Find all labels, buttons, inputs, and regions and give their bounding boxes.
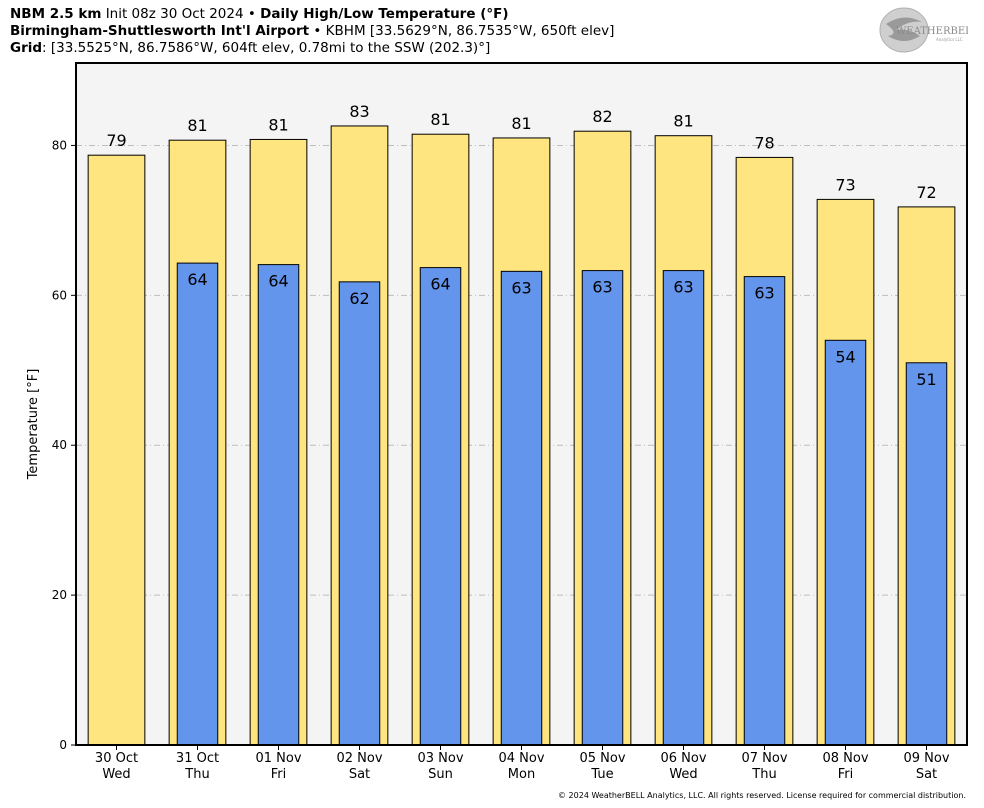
x-tick-label-day: Wed [102, 767, 130, 782]
x-tick-label-day: Sun [428, 767, 453, 782]
x-tick-label-date: 06 Nov [660, 751, 706, 766]
y-tick-label: 60 [52, 288, 67, 302]
x-tick-label-date: 01 Nov [255, 751, 301, 766]
x-tick-label-day: Tue [590, 767, 613, 782]
y-tick-label: 80 [52, 138, 67, 152]
low-value-label: 64 [268, 272, 288, 291]
low-value-label: 63 [673, 278, 693, 297]
station-name: Birmingham-Shuttlesworth Int'l Airport [10, 23, 310, 39]
low-value-label: 64 [187, 270, 207, 289]
low-value-label: 63 [511, 278, 531, 297]
copyright-text: © 2024 WeatherBELL Analytics, LLC. All r… [558, 791, 966, 800]
header-line-3: Grid: [33.5525°N, 86.7586°W, 604ft elev,… [10, 40, 490, 57]
weatherbell-logo: WEATHERBELL Analytics LLC [879, 7, 968, 53]
header-line-1: NBM 2.5 km Init 08z 30 Oct 2024 • Daily … [10, 6, 509, 23]
low-value-label: 51 [916, 370, 936, 389]
high-value-label: 81 [673, 112, 693, 131]
station-detail: KBHM [33.5629°N, 86.7535°W, 650ft elev] [325, 23, 615, 39]
y-tick-label: 0 [59, 738, 67, 752]
high-value-label: 73 [835, 175, 855, 194]
low-bar [905, 362, 948, 746]
high-bar [87, 154, 146, 746]
high-value-label: 81 [187, 116, 207, 135]
x-tick-label-date: 09 Nov [903, 751, 949, 766]
x-tick-label-day: Thu [751, 767, 776, 782]
high-value-label: 81 [268, 115, 288, 134]
low-bar [581, 270, 624, 746]
header-line-2: Birmingham-Shuttlesworth Int'l Airport •… [10, 23, 614, 40]
y-axis-label: Temperature [°F] [26, 369, 41, 481]
low-value-label: 54 [835, 347, 855, 366]
x-tick-label-date: 08 Nov [822, 751, 868, 766]
plot-frame [75, 62, 968, 746]
x-tick-label-date: 02 Nov [336, 751, 382, 766]
low-bar [176, 262, 219, 746]
x-tick-label-day: Thu [184, 767, 209, 782]
x-tick-label-day: Sat [349, 767, 370, 782]
low-bar [338, 281, 381, 746]
low-bar [743, 276, 786, 746]
low-value-label: 63 [592, 278, 612, 297]
high-value-label: 79 [106, 131, 126, 150]
x-tick-label-date: 07 Nov [741, 751, 787, 766]
high-value-label: 72 [916, 183, 936, 202]
low-value-label: 62 [349, 289, 369, 308]
x-tick-label-date: 04 Nov [498, 751, 544, 766]
high-value-label: 82 [592, 107, 612, 126]
x-tick-label-date: 03 Nov [417, 751, 463, 766]
x-tick-label-day: Fri [271, 767, 287, 782]
low-bar [824, 339, 867, 746]
grid-detail: : [33.5525°N, 86.7586°W, 604ft elev, 0.7… [42, 40, 491, 56]
y-tick-label: 20 [52, 588, 67, 602]
high-value-label: 81 [430, 110, 450, 129]
high-value-label: 78 [754, 133, 774, 152]
separator: • [247, 6, 256, 22]
x-tick-label-day: Sat [916, 767, 937, 782]
logo-subtext: Analytics LLC [936, 37, 963, 42]
x-tick-label-date: 30 Oct [95, 751, 138, 766]
x-tick-label-date: 05 Nov [579, 751, 625, 766]
low-value-label: 63 [754, 284, 774, 303]
logo-text: WEATHERBELL [896, 26, 968, 37]
low-value-label: 64 [430, 275, 450, 294]
x-tick-label-date: 31 Oct [176, 751, 219, 766]
x-tick-label-day: Wed [669, 767, 697, 782]
low-bar [662, 270, 705, 746]
high-value-label: 81 [511, 114, 531, 133]
model-name: NBM 2.5 km [10, 6, 102, 22]
low-bar [257, 264, 300, 746]
low-bar [419, 267, 462, 746]
high-value-label: 83 [349, 102, 369, 121]
x-tick-label-day: Mon [508, 767, 535, 782]
low-bar [500, 270, 543, 746]
init-time: Init 08z 30 Oct 2024 [105, 6, 244, 22]
separator: • [313, 23, 322, 39]
grid-label: Grid [10, 40, 43, 56]
x-tick-label-day: Fri [838, 767, 854, 782]
chart-title: Daily High/Low Temperature (°F) [260, 6, 509, 22]
y-tick-label: 40 [52, 438, 67, 452]
